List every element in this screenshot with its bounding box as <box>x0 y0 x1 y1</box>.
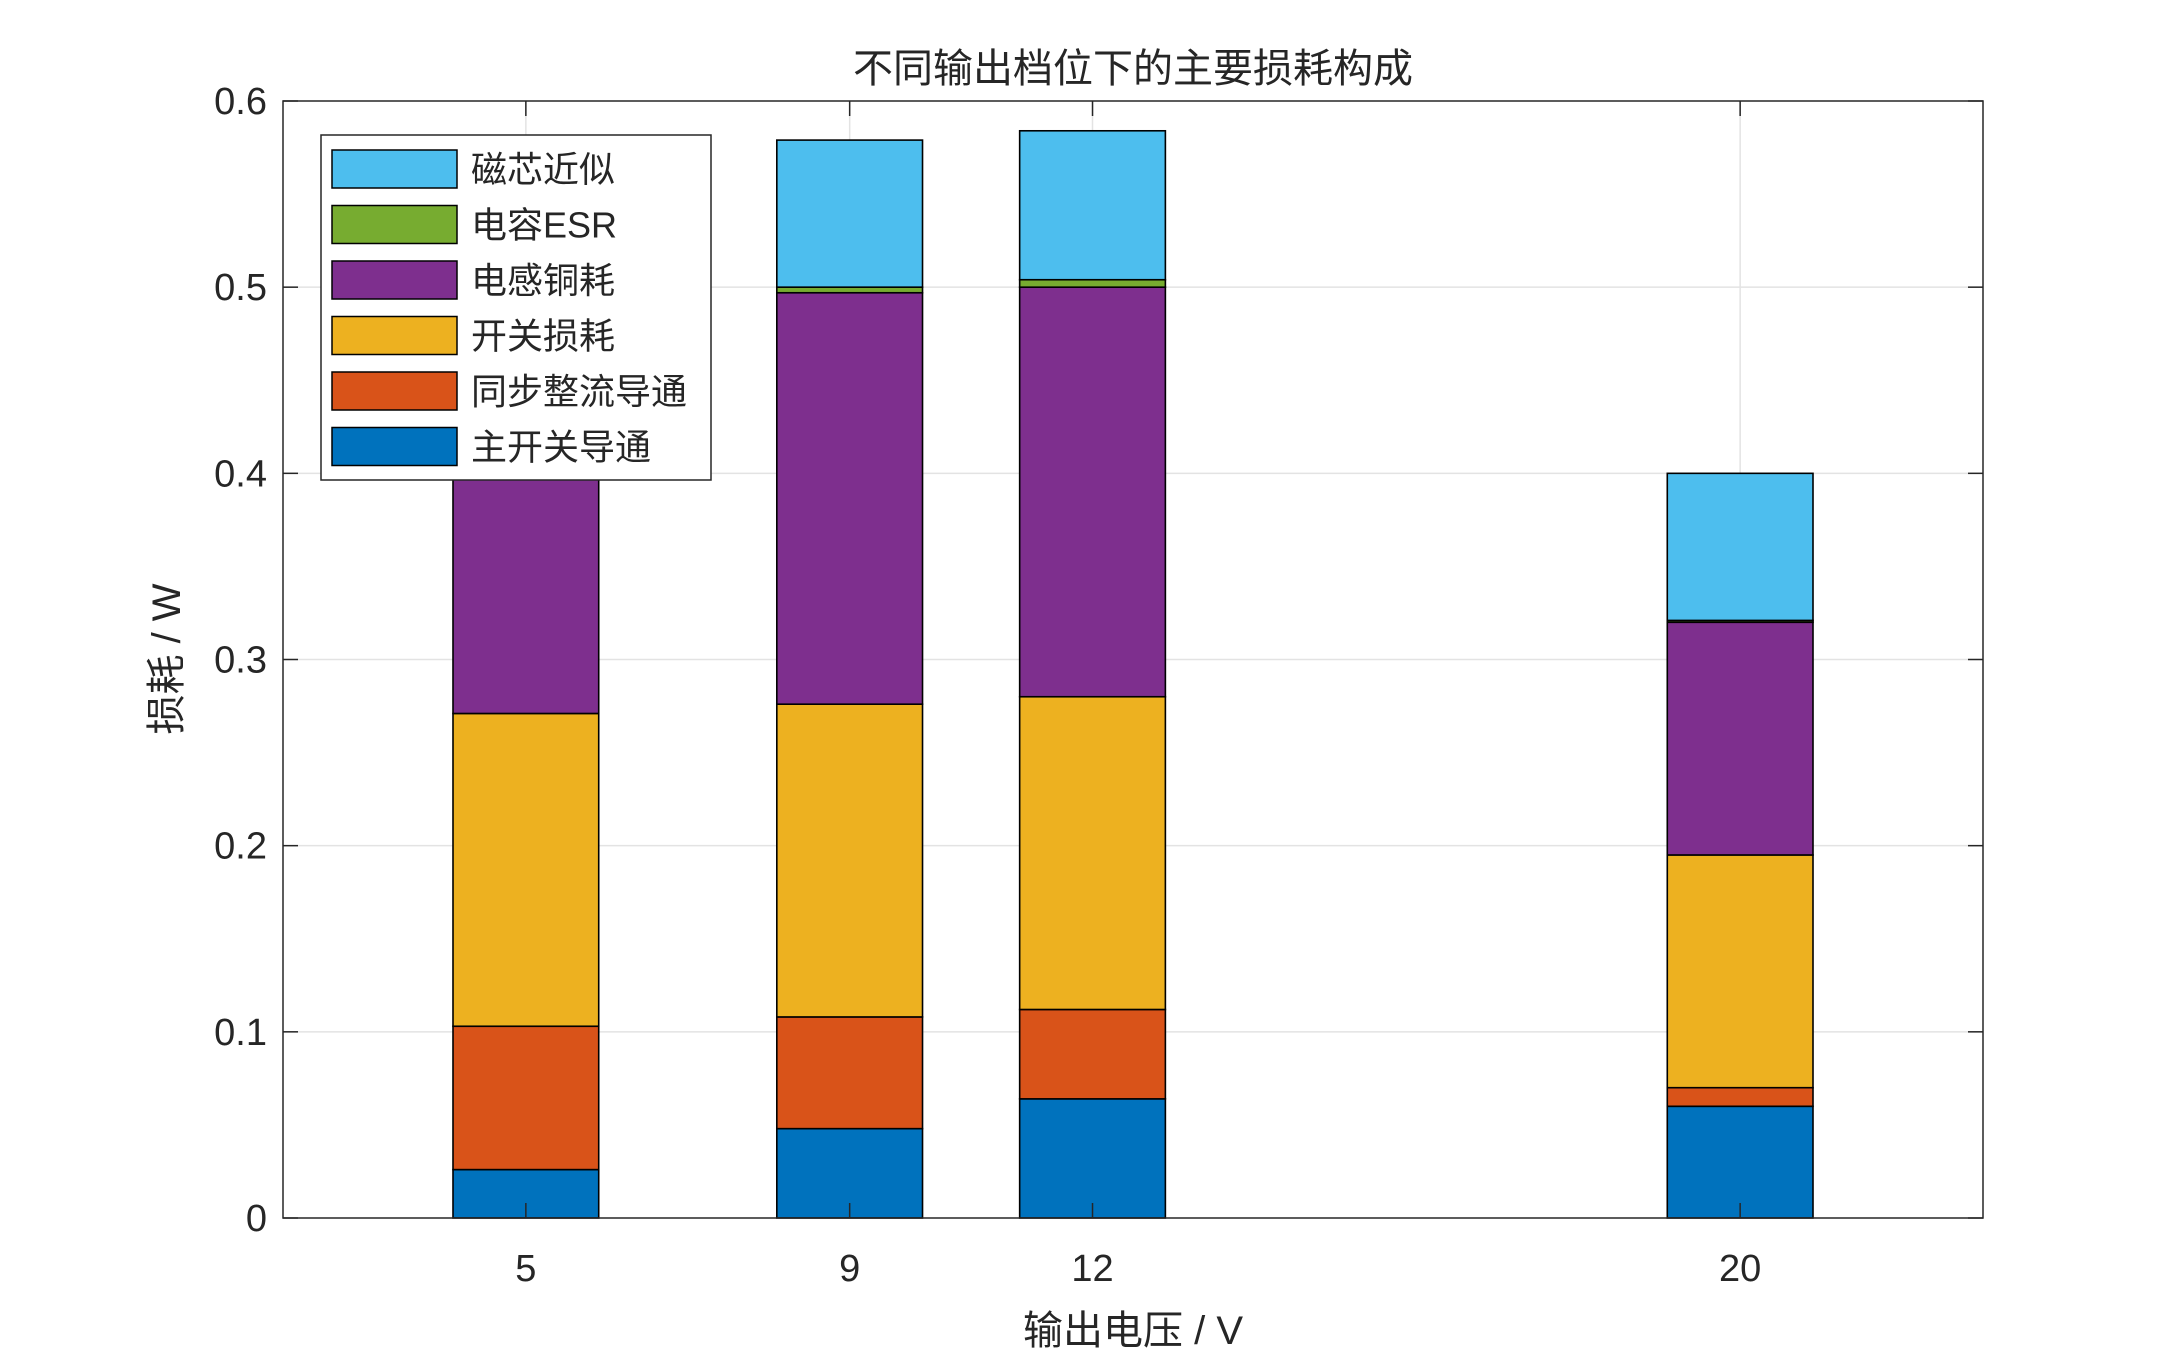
y-tick-label: 0.1 <box>214 1012 267 1054</box>
legend-swatch <box>331 260 458 300</box>
y-tick-label: 0 <box>246 1198 267 1240</box>
bar-segment <box>1018 695 1167 1011</box>
y-tick-label: 0.6 <box>214 81 267 123</box>
legend-label: 电感铜耗 <box>471 260 615 301</box>
chart-title: 不同输出档位下的主要损耗构成 <box>853 47 1413 91</box>
legend-swatch <box>331 426 458 467</box>
legend-swatch <box>331 204 458 245</box>
bar-segment <box>776 703 924 1018</box>
y-tick-label: 0.4 <box>214 453 267 495</box>
bar-segment <box>1018 286 1167 698</box>
bar-segment <box>1018 1098 1167 1219</box>
y-tick-label: 0.3 <box>214 640 267 682</box>
legend-box <box>320 134 712 481</box>
legend-swatch <box>331 371 458 411</box>
legend-swatch <box>331 315 458 356</box>
bar-segment <box>776 139 924 288</box>
legend-label: 开关损耗 <box>471 316 615 357</box>
bar-segment <box>1666 621 1814 856</box>
bar-segment <box>1666 1105 1814 1219</box>
bar-segment <box>1666 1086 1814 1108</box>
x-tick-label: 9 <box>839 1248 860 1290</box>
legend-swatch <box>331 149 458 189</box>
x-tick-label: 20 <box>1719 1248 1761 1290</box>
y-axis-label: 损耗 / W <box>145 583 189 734</box>
bar-segment <box>1666 472 1814 622</box>
x-tick-label: 12 <box>1071 1248 1113 1290</box>
legend-label: 磁芯近似 <box>471 149 615 190</box>
bar-segment <box>452 1025 600 1171</box>
bars <box>452 129 1814 1219</box>
x-tick-label: 5 <box>515 1248 536 1290</box>
y-tick-label: 0.2 <box>214 826 267 868</box>
bar-segment <box>776 286 924 294</box>
x-axis-label: 输出电压 / V <box>1023 1309 1243 1350</box>
y-tick-label: 0.5 <box>214 267 267 309</box>
bar-segment <box>776 291 924 705</box>
legend-label: 主开关导通 <box>471 427 651 468</box>
bar-segment <box>1018 1008 1167 1100</box>
bar-segment <box>1666 854 1814 1089</box>
legend-label: 同步整流导通 <box>471 371 687 412</box>
bar-segment <box>1018 278 1167 288</box>
legend-label: 电容ESR <box>471 205 617 246</box>
bar-segment <box>452 453 600 715</box>
bar-segment <box>1018 129 1167 281</box>
ticks: 0 0.1 0.2 0.3 0.4 0.5 0.6 5 9 12 20 <box>214 81 1983 1290</box>
bar-segment <box>452 712 600 1028</box>
bar-segment <box>776 1016 924 1130</box>
